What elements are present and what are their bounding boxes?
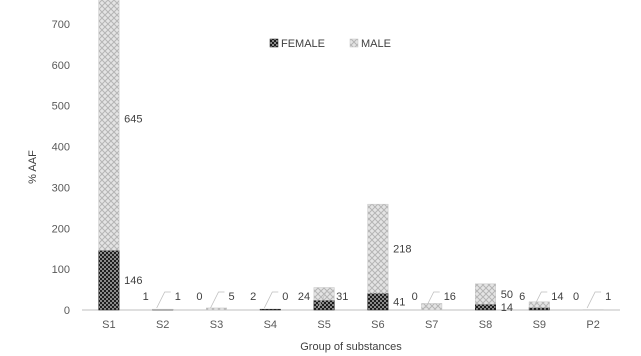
y-tick-label: 300 bbox=[52, 182, 70, 194]
data-label-male: 16 bbox=[444, 291, 456, 303]
data-label-female: 41 bbox=[393, 297, 405, 309]
x-tick-label: S7 bbox=[425, 319, 438, 331]
legend-label-male: MALE bbox=[361, 38, 391, 50]
data-label-female: 1 bbox=[143, 291, 149, 303]
y-tick-label: 400 bbox=[52, 142, 70, 154]
legend-label-female: FEMALE bbox=[281, 38, 325, 50]
bars bbox=[98, 0, 604, 311]
bar-male-s6 bbox=[367, 203, 389, 294]
x-tick-label: S2 bbox=[156, 319, 169, 331]
label-leader-line bbox=[425, 291, 440, 309]
legend: FEMALE MALE bbox=[269, 38, 391, 50]
bar-male-s9 bbox=[528, 301, 550, 308]
bar-female-s9 bbox=[528, 307, 550, 311]
data-label-female: 2 bbox=[250, 291, 256, 303]
x-axis-title: Group of substances bbox=[300, 341, 402, 353]
x-tick-label: S1 bbox=[102, 319, 115, 331]
label-leader-line bbox=[156, 291, 171, 309]
x-tick-label: S4 bbox=[264, 319, 277, 331]
data-label-male: 1 bbox=[175, 291, 181, 303]
bar-female-s4 bbox=[259, 308, 281, 311]
data-label-male: 0 bbox=[282, 291, 288, 303]
y-tick-label: 0 bbox=[64, 305, 70, 317]
bar-female-s1 bbox=[98, 250, 120, 311]
y-axis: 0 100 200 300 400 500 600 700 bbox=[52, 19, 70, 317]
data-label-female: 0 bbox=[573, 291, 579, 303]
y-axis-title: % AAF bbox=[27, 150, 39, 184]
data-label-male: 5 bbox=[229, 291, 235, 303]
bar-male-s7 bbox=[421, 303, 443, 311]
bar-female-s5 bbox=[313, 299, 335, 311]
bar-male-s1 bbox=[98, 0, 120, 251]
x-tick-label: S8 bbox=[479, 319, 492, 331]
label-leader-line bbox=[210, 291, 225, 309]
data-label-female: 6 bbox=[519, 291, 525, 303]
y-tick-label: 200 bbox=[52, 223, 70, 235]
data-label-female: 14 bbox=[501, 302, 513, 314]
legend-swatch-male bbox=[349, 38, 359, 48]
data-label-female: 24 bbox=[298, 291, 310, 303]
y-tick-label: 600 bbox=[52, 60, 70, 72]
data-label-female: 0 bbox=[412, 291, 418, 303]
data-label-male: 645 bbox=[124, 114, 142, 126]
data-label-male: 31 bbox=[336, 291, 348, 303]
y-tick-label: 500 bbox=[52, 101, 70, 113]
data-label-male: 218 bbox=[393, 244, 411, 256]
x-tick-label: S6 bbox=[371, 319, 384, 331]
label-leader-line bbox=[263, 291, 279, 309]
x-tick-label: S5 bbox=[317, 319, 330, 331]
x-axis: S1 S2 S3 S4 S5 S6 S7 S8 S9 P2 bbox=[82, 309, 620, 331]
bar-male-s3 bbox=[206, 307, 227, 311]
bar-female-s8 bbox=[475, 304, 496, 311]
bar-female-s6 bbox=[367, 292, 389, 311]
bar-male-s8 bbox=[475, 283, 496, 305]
y-tick-label: 100 bbox=[52, 264, 70, 276]
data-label-male: 1 bbox=[605, 291, 611, 303]
x-tick-label: P2 bbox=[586, 319, 599, 331]
y-tick-label: 700 bbox=[52, 19, 70, 31]
data-label-male: 50 bbox=[501, 289, 513, 301]
data-label-female: 0 bbox=[196, 291, 202, 303]
bar-male-s5 bbox=[313, 287, 335, 301]
label-leader-line bbox=[317, 291, 333, 309]
x-tick-label: S3 bbox=[210, 319, 223, 331]
label-leader-line bbox=[586, 291, 602, 309]
x-tick-label: S9 bbox=[533, 319, 546, 331]
data-label-male: 14 bbox=[551, 291, 563, 303]
label-leader-line bbox=[532, 291, 548, 309]
data-label-female: 146 bbox=[124, 275, 142, 287]
legend-swatch-female bbox=[269, 38, 279, 48]
